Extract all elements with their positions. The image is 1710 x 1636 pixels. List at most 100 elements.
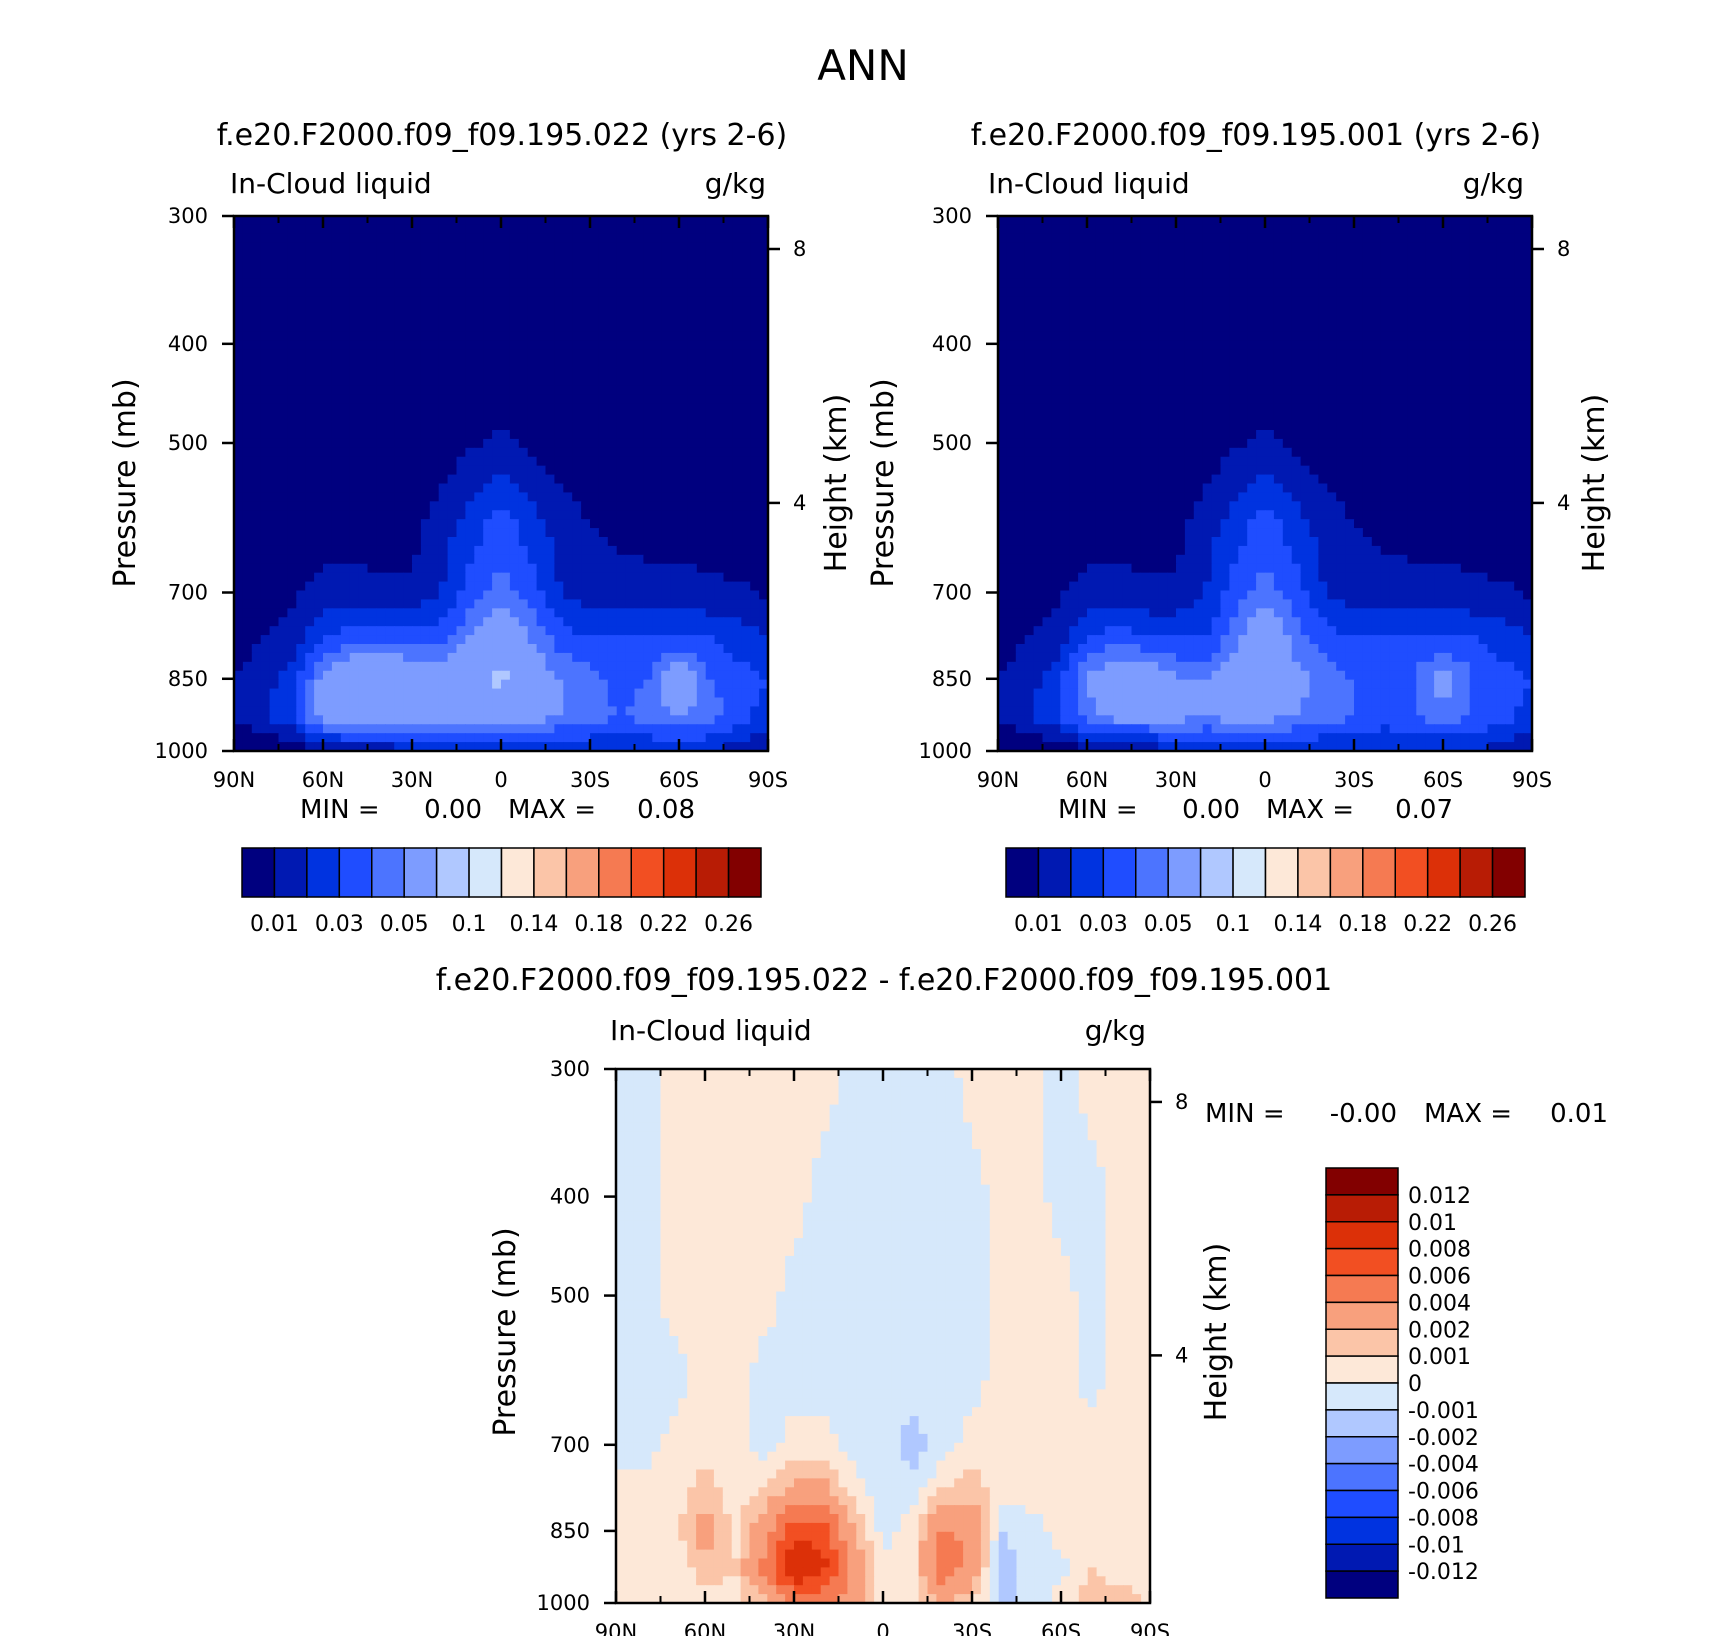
contour-cell [607,492,618,502]
contour-cell [1487,242,1497,253]
contour-cell [598,385,609,395]
contour-cell [509,251,520,262]
contour-cell [634,296,644,306]
contour-cell [670,688,680,699]
contour-cell [590,323,600,333]
contour-cell [518,260,529,271]
contour-cell [741,474,751,485]
contour-cell [696,661,707,672]
contour-cell [607,376,618,387]
contour-cell [723,528,733,538]
contour-cell [501,412,511,422]
contour-cell [1451,216,1462,226]
contour-cell [1416,287,1426,297]
contour-cell [723,412,733,422]
contour-cell [705,340,716,351]
contour-cell [616,483,627,494]
contour-cell [741,287,751,297]
contour-cell [305,216,315,226]
contour-cell [1282,296,1293,306]
contour-cell [687,305,698,315]
contour-cell [1024,349,1035,360]
contour-cell [1443,233,1453,244]
contour-cell [331,438,342,449]
contour-cell [358,269,369,280]
contour-cell [474,510,484,520]
contour-cell [670,331,680,342]
contour-cell [732,617,742,627]
contour-cell [696,278,707,288]
contour-cell [376,447,386,458]
contour-cell [438,563,449,574]
contour-cell [296,323,306,333]
contour-cell [687,358,698,369]
contour-cell [331,688,342,699]
max-label: MAX = [508,795,596,825]
contour-cell [1220,403,1230,413]
contour-cell [429,242,440,253]
contour-cell [616,305,627,315]
contour-cell [554,599,564,609]
contour-cell [572,483,582,494]
contour-cell [723,340,733,351]
contour-cell [412,635,422,645]
contour-cell [652,688,662,699]
contour-cell [509,287,520,297]
contour-cell [234,635,244,645]
contour-cell [305,465,315,476]
contour-cell [536,287,547,297]
contour-cell [714,724,725,734]
contour-cell [278,438,288,449]
contour-cell [420,706,431,716]
contour-cell [242,661,253,672]
contour-cell [661,251,671,262]
contour-cell [581,251,591,262]
contour-cell [323,688,333,699]
contour-cell [554,661,564,672]
contour-cell [705,224,716,235]
contour-cell [518,305,529,315]
contour-cell [616,670,627,681]
contour-cell [616,519,627,529]
contour-cell [1193,251,1204,262]
contour-cell [323,563,333,574]
contour-cell [456,545,466,556]
contour-cell [1184,242,1195,253]
contour-cell [509,670,520,681]
contour-cell [563,679,573,690]
contour-cell [234,385,244,395]
contour-cell [242,492,253,502]
contour-cell [581,733,591,743]
contour-cell [403,251,413,262]
contour-cell [1256,331,1266,342]
contour-cell [545,278,555,288]
contour-cell [234,323,244,333]
contour-cell [474,724,484,734]
contour-cell [340,474,351,485]
contour-cell [741,269,751,280]
contour-cell [563,715,573,725]
contour-cell [616,724,627,734]
contour-cell [483,528,493,538]
contour-cell [331,661,342,672]
contour-cell [287,430,297,440]
contour-cell [1078,305,1088,315]
contour-cell [1078,296,1088,306]
contour-cell [572,340,582,351]
contour-cell [679,652,689,663]
contour-cell [1060,233,1070,244]
contour-cell [705,742,716,752]
contour-cell [456,492,466,502]
contour-cell [634,305,644,315]
contour-cell [1087,278,1097,288]
contour-cell [1113,385,1124,395]
contour-cell [456,456,466,467]
contour-cell [536,599,547,609]
contour-cell [1131,224,1141,235]
contour-cell [1291,340,1302,351]
contour-cell [234,652,244,663]
contour-cell [1113,224,1124,235]
contour-cell [741,715,751,725]
contour-cell [1451,314,1462,324]
contour-cell [732,563,742,574]
